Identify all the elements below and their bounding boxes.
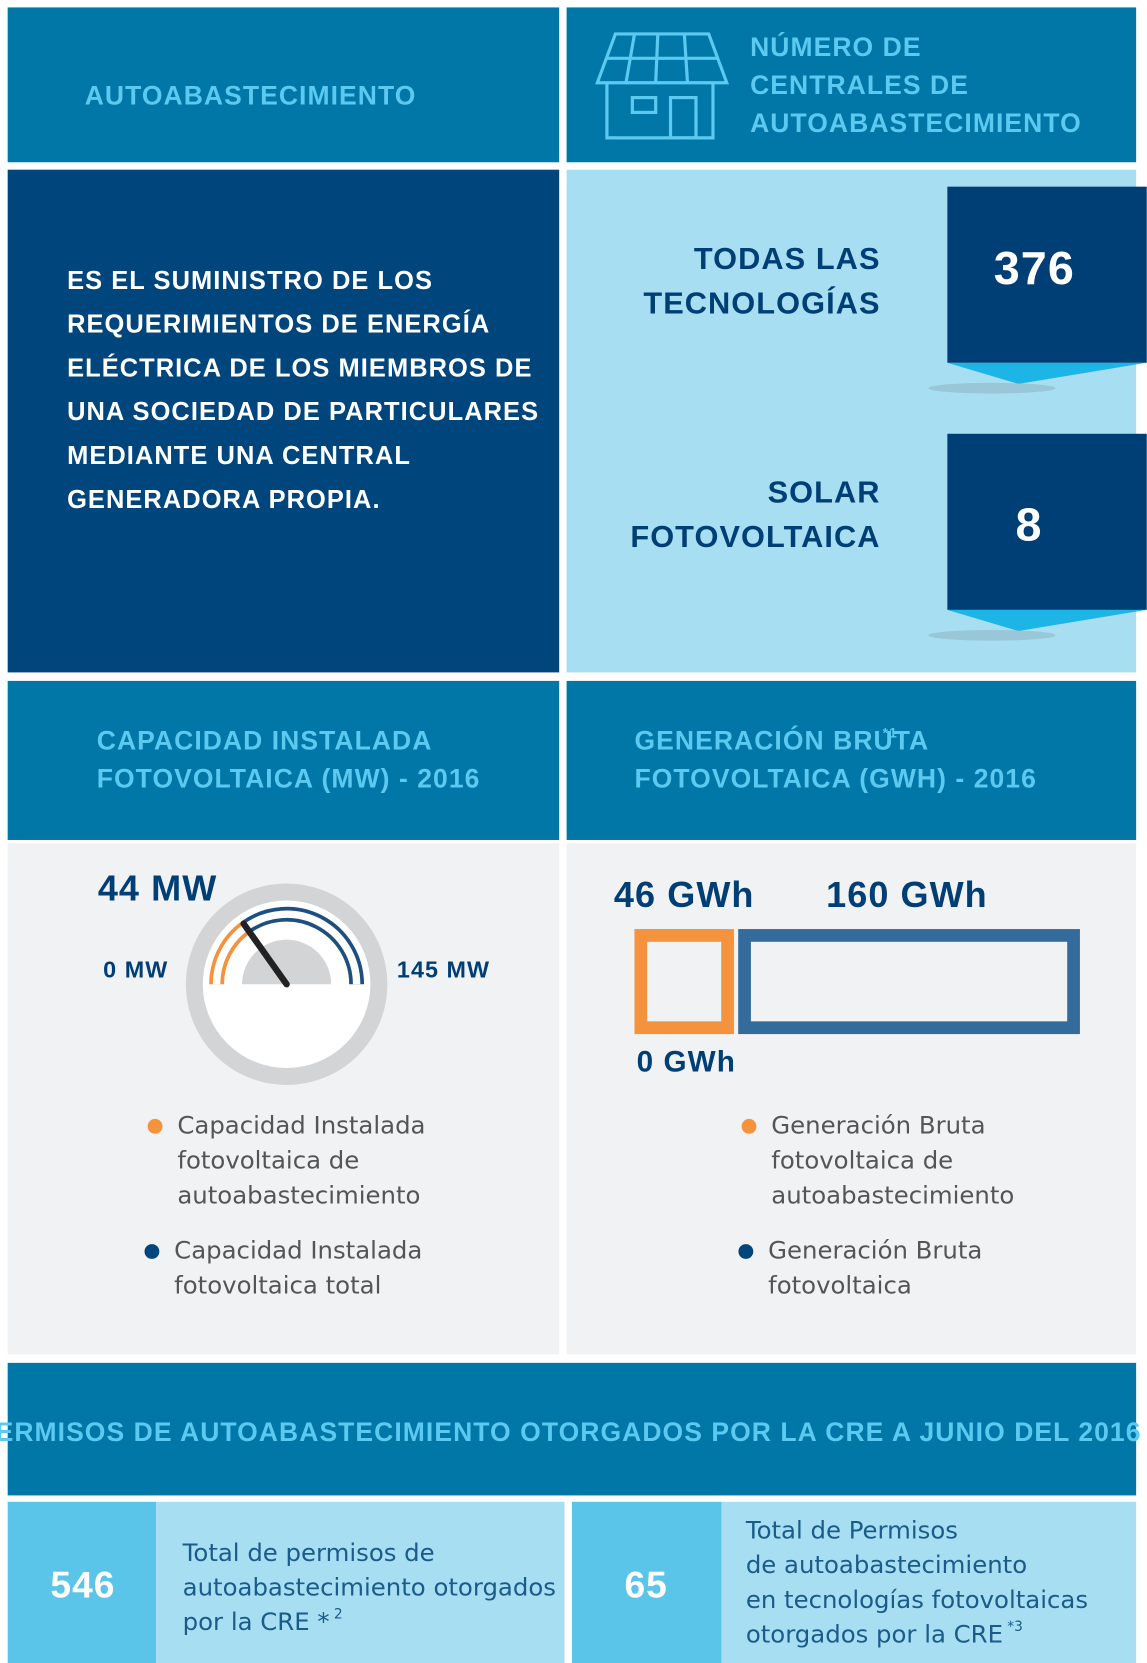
gauge-max: 145 MW xyxy=(397,957,490,983)
bar xyxy=(738,929,1080,1035)
legend-text: fotovoltaica total xyxy=(174,1270,381,1299)
definition-line: MEDIANTE UNA CENTRAL xyxy=(67,442,411,470)
box-flap xyxy=(947,362,1147,384)
gauge-arc-inner xyxy=(243,910,361,985)
section-title: FOTOVOLTAICA (MW) - 2016 xyxy=(97,764,481,794)
legend-text: autoabastecimiento xyxy=(771,1180,1014,1209)
permits-header xyxy=(7,1362,1137,1496)
definition-line: ELÉCTRICA DE LOS MIEMBROS DE xyxy=(67,353,532,382)
definition-line: REQUERIMIENTOS DE ENERGÍA xyxy=(67,310,490,339)
legend-text: fotovoltaica de xyxy=(177,1145,359,1174)
gauge-min: 0 MW xyxy=(103,957,168,983)
permit-text: otorgados por la CRE xyxy=(746,1620,1003,1649)
section-title: FOTOVOLTAICA (GWH) - 2016 xyxy=(634,764,1036,794)
capacity-header xyxy=(7,680,560,840)
definition-line: GENERADORA PROPIA. xyxy=(67,486,381,514)
generation-header xyxy=(566,680,1137,840)
legend-dot xyxy=(738,1244,754,1259)
house-icon xyxy=(595,32,730,140)
bar-label: 46 GWh xyxy=(614,874,755,915)
gauge-value: 44 MW xyxy=(98,867,217,908)
permit-text-box xyxy=(721,1501,1137,1663)
legend-text: Generación Bruta xyxy=(768,1235,982,1264)
section-title: CENTRALES DE xyxy=(750,70,969,100)
count-box xyxy=(947,433,1147,610)
permit-text-box xyxy=(156,1501,565,1663)
header-left xyxy=(7,7,560,163)
gauge-arc-inner xyxy=(212,924,249,985)
section-title: AUTOABASTECIMIENTO xyxy=(85,81,417,111)
footnote-mark: *3 xyxy=(1007,1619,1023,1635)
legend-dot xyxy=(144,1244,160,1259)
box-flap xyxy=(947,609,1147,632)
legend-dot xyxy=(147,1118,163,1134)
count-label: FOTOVOLTAICA xyxy=(630,519,880,554)
count-value: 376 xyxy=(994,242,1075,294)
definition-panel xyxy=(7,169,560,673)
count-label: SOLAR xyxy=(768,474,881,509)
legend-text: Generación Bruta xyxy=(771,1110,985,1139)
section-title: PERMISOS DE AUTOABASTECIMIENTO OTORGADOS… xyxy=(0,1417,1142,1447)
footnote-mark: 2 xyxy=(334,1607,343,1623)
count-label: TODAS LAS xyxy=(694,241,881,276)
section-title: AUTOABASTECIMIENTO xyxy=(750,108,1082,138)
permit-text: autoabastecimiento otorgados xyxy=(183,1572,556,1601)
permit-text: Total de permisos de xyxy=(182,1538,435,1567)
footnote-mark: *1 xyxy=(883,726,898,741)
permit-text: en tecnologías fotovoltaicas xyxy=(746,1585,1088,1614)
legend-text: Capacidad Instalada xyxy=(174,1235,422,1264)
definition-line: ES EL SUMINISTRO DE LOS xyxy=(67,267,433,295)
permit-text: de autoabastecimiento xyxy=(746,1550,1027,1579)
permit-number-box xyxy=(571,1501,722,1663)
axis-label: 0 GWh xyxy=(637,1046,736,1079)
count-value: 8 xyxy=(1016,499,1043,551)
bar xyxy=(634,929,734,1035)
section-title: NÚMERO DE xyxy=(750,32,922,62)
section-title: GENERACIÓN BRUTA xyxy=(634,725,929,755)
permit-value: 546 xyxy=(50,1564,115,1606)
count-box xyxy=(947,186,1147,363)
section-title: CAPACIDAD INSTALADA xyxy=(97,725,433,755)
legend-text: autoabastecimiento xyxy=(177,1180,420,1209)
bar-label: 160 GWh xyxy=(826,874,988,915)
permit-value: 65 xyxy=(624,1564,667,1606)
box-shadow xyxy=(928,629,1056,641)
generation-panel xyxy=(566,843,1137,1355)
definition-line: UNA SOCIEDAD DE PARTICULARES xyxy=(67,398,539,426)
legend-text: fotovoltaica de xyxy=(771,1145,953,1174)
gauge-needle xyxy=(240,920,290,988)
legend-dot xyxy=(741,1118,757,1134)
count-label: TECNOLOGÍAS xyxy=(643,286,880,321)
legend-text: fotovoltaica xyxy=(768,1270,912,1299)
permit-text: Total de Permisos xyxy=(745,1515,958,1544)
permit-number-box xyxy=(7,1501,157,1663)
legend-text: Capacidad Instalada xyxy=(177,1110,425,1139)
permit-text: por la CRE * xyxy=(183,1607,330,1636)
box-shadow xyxy=(928,382,1056,394)
